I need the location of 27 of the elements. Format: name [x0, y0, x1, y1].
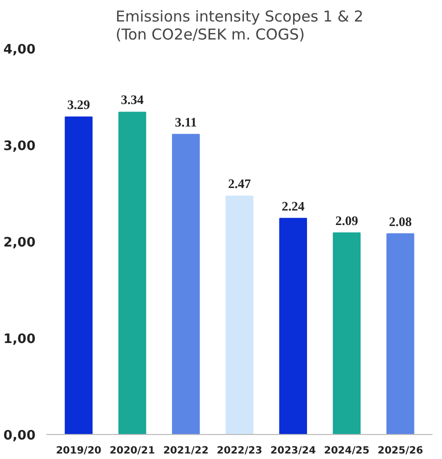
x-tick-label: 2020/21	[110, 446, 156, 456]
bar	[118, 112, 146, 434]
bar	[64, 116, 93, 434]
data-label: 3.34	[120, 92, 144, 108]
data-label: 2.24	[282, 198, 305, 214]
y-tick-label: 2,00	[3, 236, 36, 250]
bar	[226, 196, 254, 434]
y-tick-label: 1,00	[3, 332, 36, 347]
x-tick-label: 2025/26	[378, 446, 424, 456]
chart-title: Emissions intensity Scopes 1 & 2 (Ton CO2e/SEK m. COGS)	[116, 8, 364, 44]
x-tick-label: 2019/20	[56, 446, 102, 456]
data-label: 2.08	[388, 214, 412, 229]
y-tick-label: 4,00	[3, 42, 36, 58]
data-label: 2.47	[228, 176, 252, 192]
y-tick-label: 0,00	[3, 428, 36, 444]
data-label: 3.11	[174, 114, 197, 130]
x-tick-label: 2022/23	[216, 446, 262, 456]
bar	[332, 232, 361, 434]
x-tick-label: 2021/22	[163, 446, 209, 456]
y-tick-label: 3,00	[3, 139, 36, 154]
x-tick-label: 2024/25	[324, 446, 370, 456]
data-label: 2.09	[335, 212, 359, 228]
bar	[279, 218, 308, 434]
data-label: 3.29	[67, 97, 91, 112]
bar	[172, 134, 200, 434]
x-tick-label: 2023/24	[270, 446, 316, 456]
bar	[386, 233, 414, 434]
